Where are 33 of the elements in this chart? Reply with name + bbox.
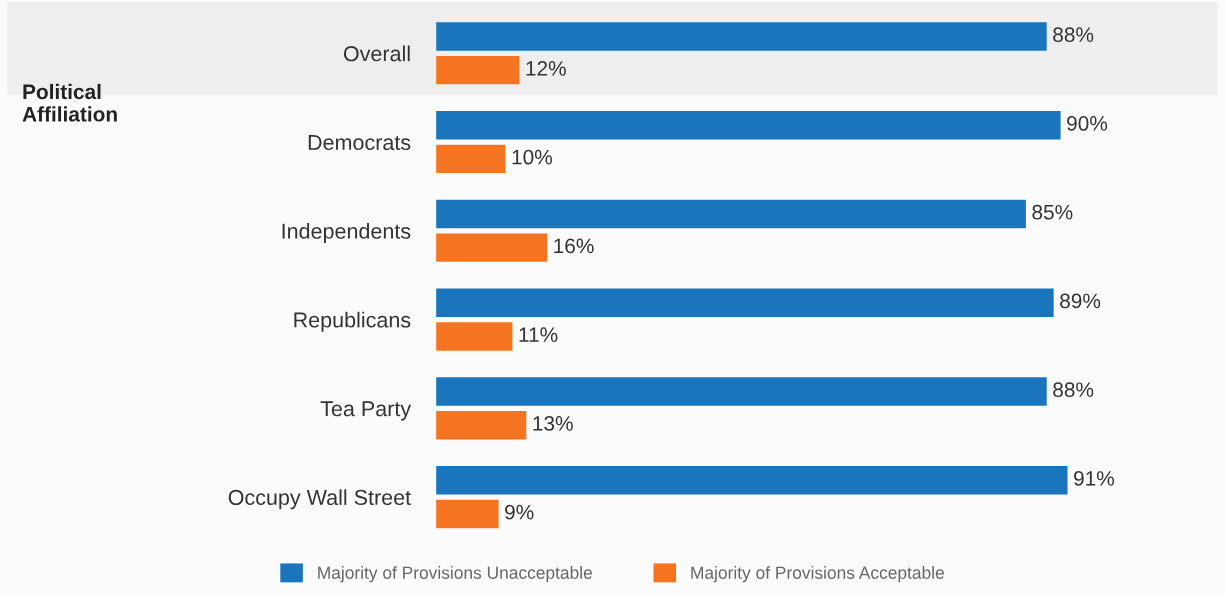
- bar: [436, 55, 520, 85]
- bar: [436, 377, 1047, 406]
- data-label: 90%: [1067, 116, 1108, 131]
- y-tick-label: Republicans: [294, 311, 411, 332]
- bar: [436, 110, 1061, 140]
- y-tick-label: Overall: [343, 45, 410, 62]
- y-tick-label: Tea Party: [320, 401, 412, 421]
- y-tick-label: Democrats: [308, 135, 411, 151]
- bar: [436, 322, 513, 351]
- bar: [436, 199, 1026, 229]
- y-tick-label: Occupy Wall Street: [228, 489, 411, 510]
- legend-label: Majority of Provisions Acceptable: [691, 566, 944, 583]
- data-label: 91%: [1074, 471, 1115, 486]
- bar: [436, 410, 527, 440]
- y-tick-label: Independents: [282, 223, 411, 244]
- bar: [436, 288, 1054, 317]
- text: Political Affiliation: [22, 83, 117, 122]
- data-label: 11%: [519, 327, 558, 342]
- data-label: 16%: [554, 238, 594, 254]
- data-label: 88%: [1053, 27, 1094, 43]
- bar: [436, 466, 1068, 495]
- bar: [436, 499, 499, 529]
- data-label: 85%: [1032, 204, 1073, 220]
- data-label: 10%: [512, 149, 552, 165]
- data-label: 12%: [526, 61, 566, 76]
- legend-label: Majority of Provisions Unacceptable: [318, 566, 592, 583]
- bar: [436, 22, 1047, 51]
- bar: [436, 233, 548, 262]
- data-label: 88%: [1053, 382, 1094, 398]
- data-label: 9%: [505, 504, 534, 520]
- bar: [436, 144, 506, 174]
- data-label: 13%: [533, 416, 573, 431]
- data-label: 89%: [1060, 293, 1101, 309]
